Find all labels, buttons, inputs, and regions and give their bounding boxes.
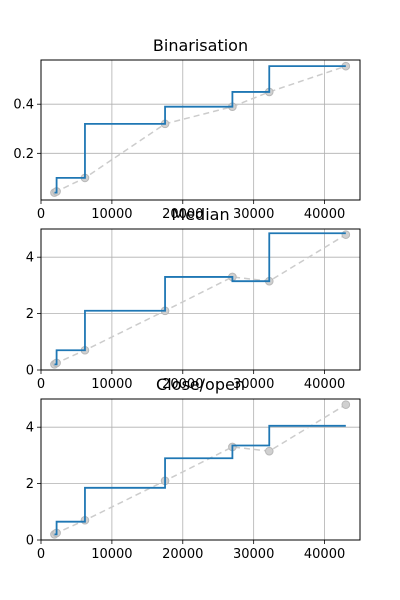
axes-frame: [40, 228, 361, 371]
subplot-title: Close/open: [156, 375, 245, 394]
x-tick-label: 30000: [233, 207, 274, 222]
x-tick-label: 40000: [304, 547, 345, 562]
y-tick-label: 4: [26, 421, 34, 436]
subplot-2: 0 10000 20000 30000 40000 0 2 4 Median: [26, 205, 361, 392]
subplot-title: Median: [171, 205, 229, 224]
x-tick-label: 20000: [162, 207, 203, 222]
reference-line: [54, 233, 347, 365]
axes-frame: [40, 59, 361, 201]
x-tick-label: 10000: [91, 547, 132, 562]
reference-point: [264, 446, 274, 456]
x-tick-label: 40000: [304, 207, 345, 222]
x-tick-label: 0: [37, 547, 45, 562]
step-line: [54, 65, 346, 194]
x-tick-label: 20000: [162, 377, 203, 392]
y-tick-label: 2: [26, 307, 34, 322]
y-tick-label: 4: [26, 251, 34, 266]
x-tick-label: 10000: [91, 377, 132, 392]
y-tick-label: 0: [26, 364, 34, 379]
x-tick-label: 30000: [233, 377, 274, 392]
x-tick-label: 0: [37, 207, 45, 222]
axes-frame: [40, 398, 361, 541]
x-tick-label: 10000: [91, 207, 132, 222]
reference-point: [341, 400, 351, 409]
x-tick-label: 30000: [233, 547, 274, 562]
reference-point: [341, 230, 351, 239]
y-tick-label: 0.2: [13, 147, 34, 162]
x-tick-label: 40000: [304, 377, 345, 392]
x-tick-label: 20000: [162, 547, 203, 562]
step-line: [54, 424, 346, 536]
subplot-1: 0 10000 20000 30000 40000 0.2 0.4 Binarisation: [13, 36, 361, 222]
x-tick-label: 0: [37, 377, 45, 392]
step-line: [54, 232, 346, 366]
subplot-3: 0 10000 20000 30000 40000 0 2 4 Close/open: [26, 375, 361, 562]
subplot-title: Binarisation: [153, 36, 248, 55]
reference-line: [54, 403, 347, 535]
y-tick-label: 0: [26, 534, 34, 549]
y-tick-label: 2: [26, 477, 34, 492]
reference-line: [54, 65, 347, 194]
y-tick-label: 0.4: [13, 98, 34, 113]
